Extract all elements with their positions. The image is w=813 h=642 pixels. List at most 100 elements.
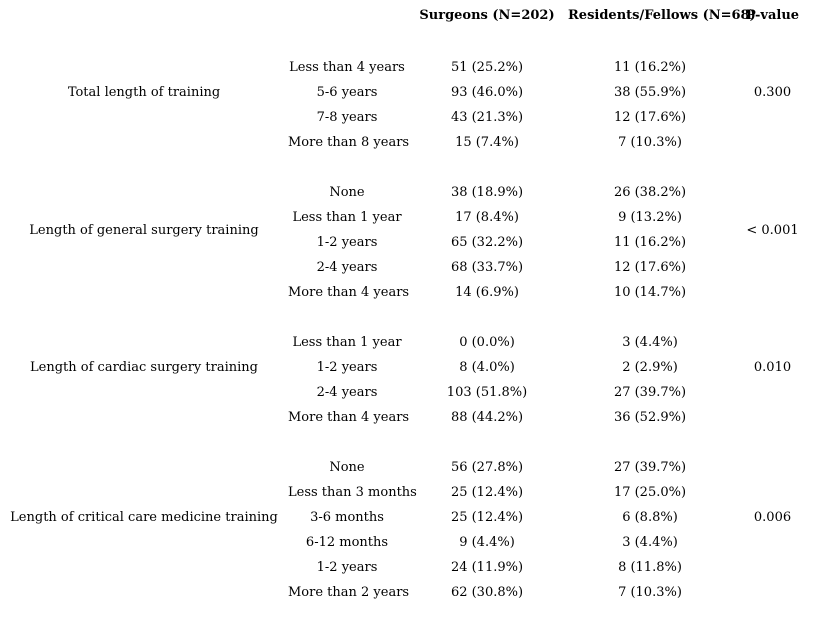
table-row: 2-4 years 68 (33.7%) 12 (17.6%) xyxy=(0,255,813,280)
table-header-row: Surgeons (N=202) Residents/Fellows (N=68… xyxy=(0,0,813,30)
residents-value-cell: 7 (10.3%) xyxy=(618,135,682,150)
column-header-surgeons: Surgeons (N=202) xyxy=(419,7,555,23)
surgeons-value-cell: 43 (21.3%) xyxy=(450,110,524,125)
category-cell: More than 4 years xyxy=(288,285,410,300)
table-row: Less than 4 years 51 (25.2%) 11 (16.2%) xyxy=(0,55,813,80)
surgeons-value-cell: 68 (33.7%) xyxy=(450,260,524,275)
surgeons-value-cell: 9 (4.4%) xyxy=(459,535,515,550)
category-cell: More than 2 years xyxy=(288,585,410,600)
surgeons-value-cell: 8 (4.0%) xyxy=(459,360,515,375)
table-row: None 38 (18.9%) 26 (38.2%) xyxy=(0,180,813,205)
spacer-cell xyxy=(406,430,568,455)
category-cell: None xyxy=(329,185,365,200)
category-cell: None xyxy=(329,460,365,475)
residents-value-cell: 10 (14.7%) xyxy=(613,285,687,300)
residents-value-cell: 26 (38.2%) xyxy=(613,185,687,200)
group-spacer-row: Length of critical care medicine trainin… xyxy=(0,430,813,525)
table-body: Total length of training 0.300 Less than 4… xyxy=(0,30,813,605)
p-value-cell: < 0.001 xyxy=(746,222,799,238)
category-cell: More than 8 years xyxy=(288,135,410,150)
table-row: 1-2 years 8 (4.0%) 2 (2.9%) xyxy=(0,355,813,380)
residents-value-cell: 3 (4.4%) xyxy=(622,535,678,550)
spacer-cell xyxy=(568,155,732,180)
residents-value-cell: 12 (17.6%) xyxy=(613,110,687,125)
p-value-cell: 0.006 xyxy=(753,510,792,525)
category-cell: 2-4 years xyxy=(316,260,378,275)
residents-value-cell: 27 (39.7%) xyxy=(613,460,687,475)
table-row: Less than 1 year 0 (0.0%) 3 (4.4%) xyxy=(0,330,813,355)
surgeons-value-cell: 51 (25.2%) xyxy=(450,60,524,75)
group-column-header xyxy=(0,0,288,30)
category-cell: Less than 1 year xyxy=(292,210,402,225)
spacer-cell xyxy=(568,305,732,330)
residents-value-cell: 36 (52.9%) xyxy=(613,410,687,425)
surgeons-value-cell: 14 (6.9%) xyxy=(455,285,519,300)
surgeons-value-cell: 62 (30.8%) xyxy=(450,585,524,600)
category-cell: 3-6 months xyxy=(310,510,384,525)
table-row: More than 4 years 88 (44.2%) 36 (52.9%) xyxy=(0,405,813,430)
table-row: More than 2 years 62 (30.8%) 7 (10.3%) xyxy=(0,580,813,605)
residents-value-cell: 2 (2.9%) xyxy=(622,360,678,375)
spacer-cell xyxy=(406,155,568,180)
table-row: More than 4 years 14 (6.9%) 10 (14.7%) xyxy=(0,280,813,305)
spacer-cell xyxy=(406,305,568,330)
surgeons-value-cell: 17 (8.4%) xyxy=(455,210,519,225)
category-cell: 5-6 years xyxy=(316,85,378,100)
group-label: Length of general surgery training xyxy=(29,222,259,238)
residents-value-cell: 11 (16.2%) xyxy=(613,60,687,75)
category-cell: 7-8 years xyxy=(316,110,378,125)
surgeons-value-cell: 56 (27.8%) xyxy=(450,460,524,475)
category-column-header xyxy=(288,0,406,30)
residents-value-cell: 8 (11.8%) xyxy=(618,560,682,575)
table-row: 7-8 years 43 (21.3%) 12 (17.6%) xyxy=(0,105,813,130)
spacer-cell xyxy=(288,430,406,455)
surgeons-value-cell: 103 (51.8%) xyxy=(446,385,528,400)
residents-value-cell: 9 (13.2%) xyxy=(618,210,682,225)
residents-value-cell: 11 (16.2%) xyxy=(613,235,687,250)
table-row: 5-6 years 93 (46.0%) 38 (55.9%) xyxy=(0,80,813,105)
group-label: Total length of training xyxy=(67,85,221,100)
residents-value-cell: 7 (10.3%) xyxy=(618,585,682,600)
table-row: More than 8 years 15 (7.4%) 7 (10.3%) xyxy=(0,130,813,155)
category-cell: More than 4 years xyxy=(288,410,410,425)
category-cell: 2-4 years xyxy=(316,385,378,400)
surgeons-value-cell: 25 (12.4%) xyxy=(450,510,524,525)
table-row: None 56 (27.8%) 27 (39.7%) xyxy=(0,455,813,480)
spacer-cell xyxy=(406,30,568,55)
residents-value-cell: 38 (55.9%) xyxy=(613,85,687,100)
surgeons-value-cell: 93 (46.0%) xyxy=(450,85,524,100)
surgeons-value-cell: 65 (32.2%) xyxy=(450,235,524,250)
group-label: Length of cardiac surgery training xyxy=(30,360,258,375)
group-spacer-row: Length of general surgery training < 0.00… xyxy=(0,155,813,238)
training-comparison-table: Surgeons (N=202) Residents/Fellows (N=68… xyxy=(0,0,813,605)
category-cell: Less than 1 year xyxy=(292,335,402,350)
surgeons-value-cell: 38 (18.9%) xyxy=(450,185,524,200)
surgeons-value-cell: 88 (44.2%) xyxy=(450,410,524,425)
residents-value-cell: 17 (25.0%) xyxy=(613,485,687,500)
surgeons-value-cell: 24 (11.9%) xyxy=(450,560,524,575)
table-row: 1-2 years 24 (11.9%) 8 (11.8%) xyxy=(0,555,813,580)
surgeons-value-cell: 25 (12.4%) xyxy=(450,485,524,500)
category-cell: 1-2 years xyxy=(316,235,378,250)
table-row: 3-6 months 25 (12.4%) 6 (8.8%) xyxy=(0,505,813,530)
group-spacer-row: Total length of training 0.300 xyxy=(0,30,813,100)
p-value-cell: 0.300 xyxy=(753,85,792,100)
category-cell: 6-12 months xyxy=(305,535,389,550)
spacer-cell xyxy=(568,430,732,455)
table-row: Less than 1 year 17 (8.4%) 9 (13.2%) xyxy=(0,205,813,230)
residents-value-cell: 3 (4.4%) xyxy=(622,335,678,350)
category-cell: Less than 4 years xyxy=(289,60,405,75)
table-row: 2-4 years 103 (51.8%) 27 (39.7%) xyxy=(0,380,813,405)
spacer-cell xyxy=(568,30,732,55)
table-row: 1-2 years 65 (32.2%) 11 (16.2%) xyxy=(0,230,813,255)
category-cell: 1-2 years xyxy=(316,560,378,575)
group-spacer-row: Length of cardiac surgery training 0.010 xyxy=(0,305,813,375)
group-label: Length of critical care medicine trainin… xyxy=(10,510,278,525)
column-header-residents-fellows: Residents/Fellows (N=68) xyxy=(568,7,756,23)
column-header-p-value: P-value xyxy=(745,7,800,23)
residents-value-cell: 12 (17.6%) xyxy=(613,260,687,275)
spacer-cell xyxy=(288,305,406,330)
category-cell: Less than 3 months xyxy=(288,485,417,500)
residents-value-cell: 27 (39.7%) xyxy=(613,385,687,400)
